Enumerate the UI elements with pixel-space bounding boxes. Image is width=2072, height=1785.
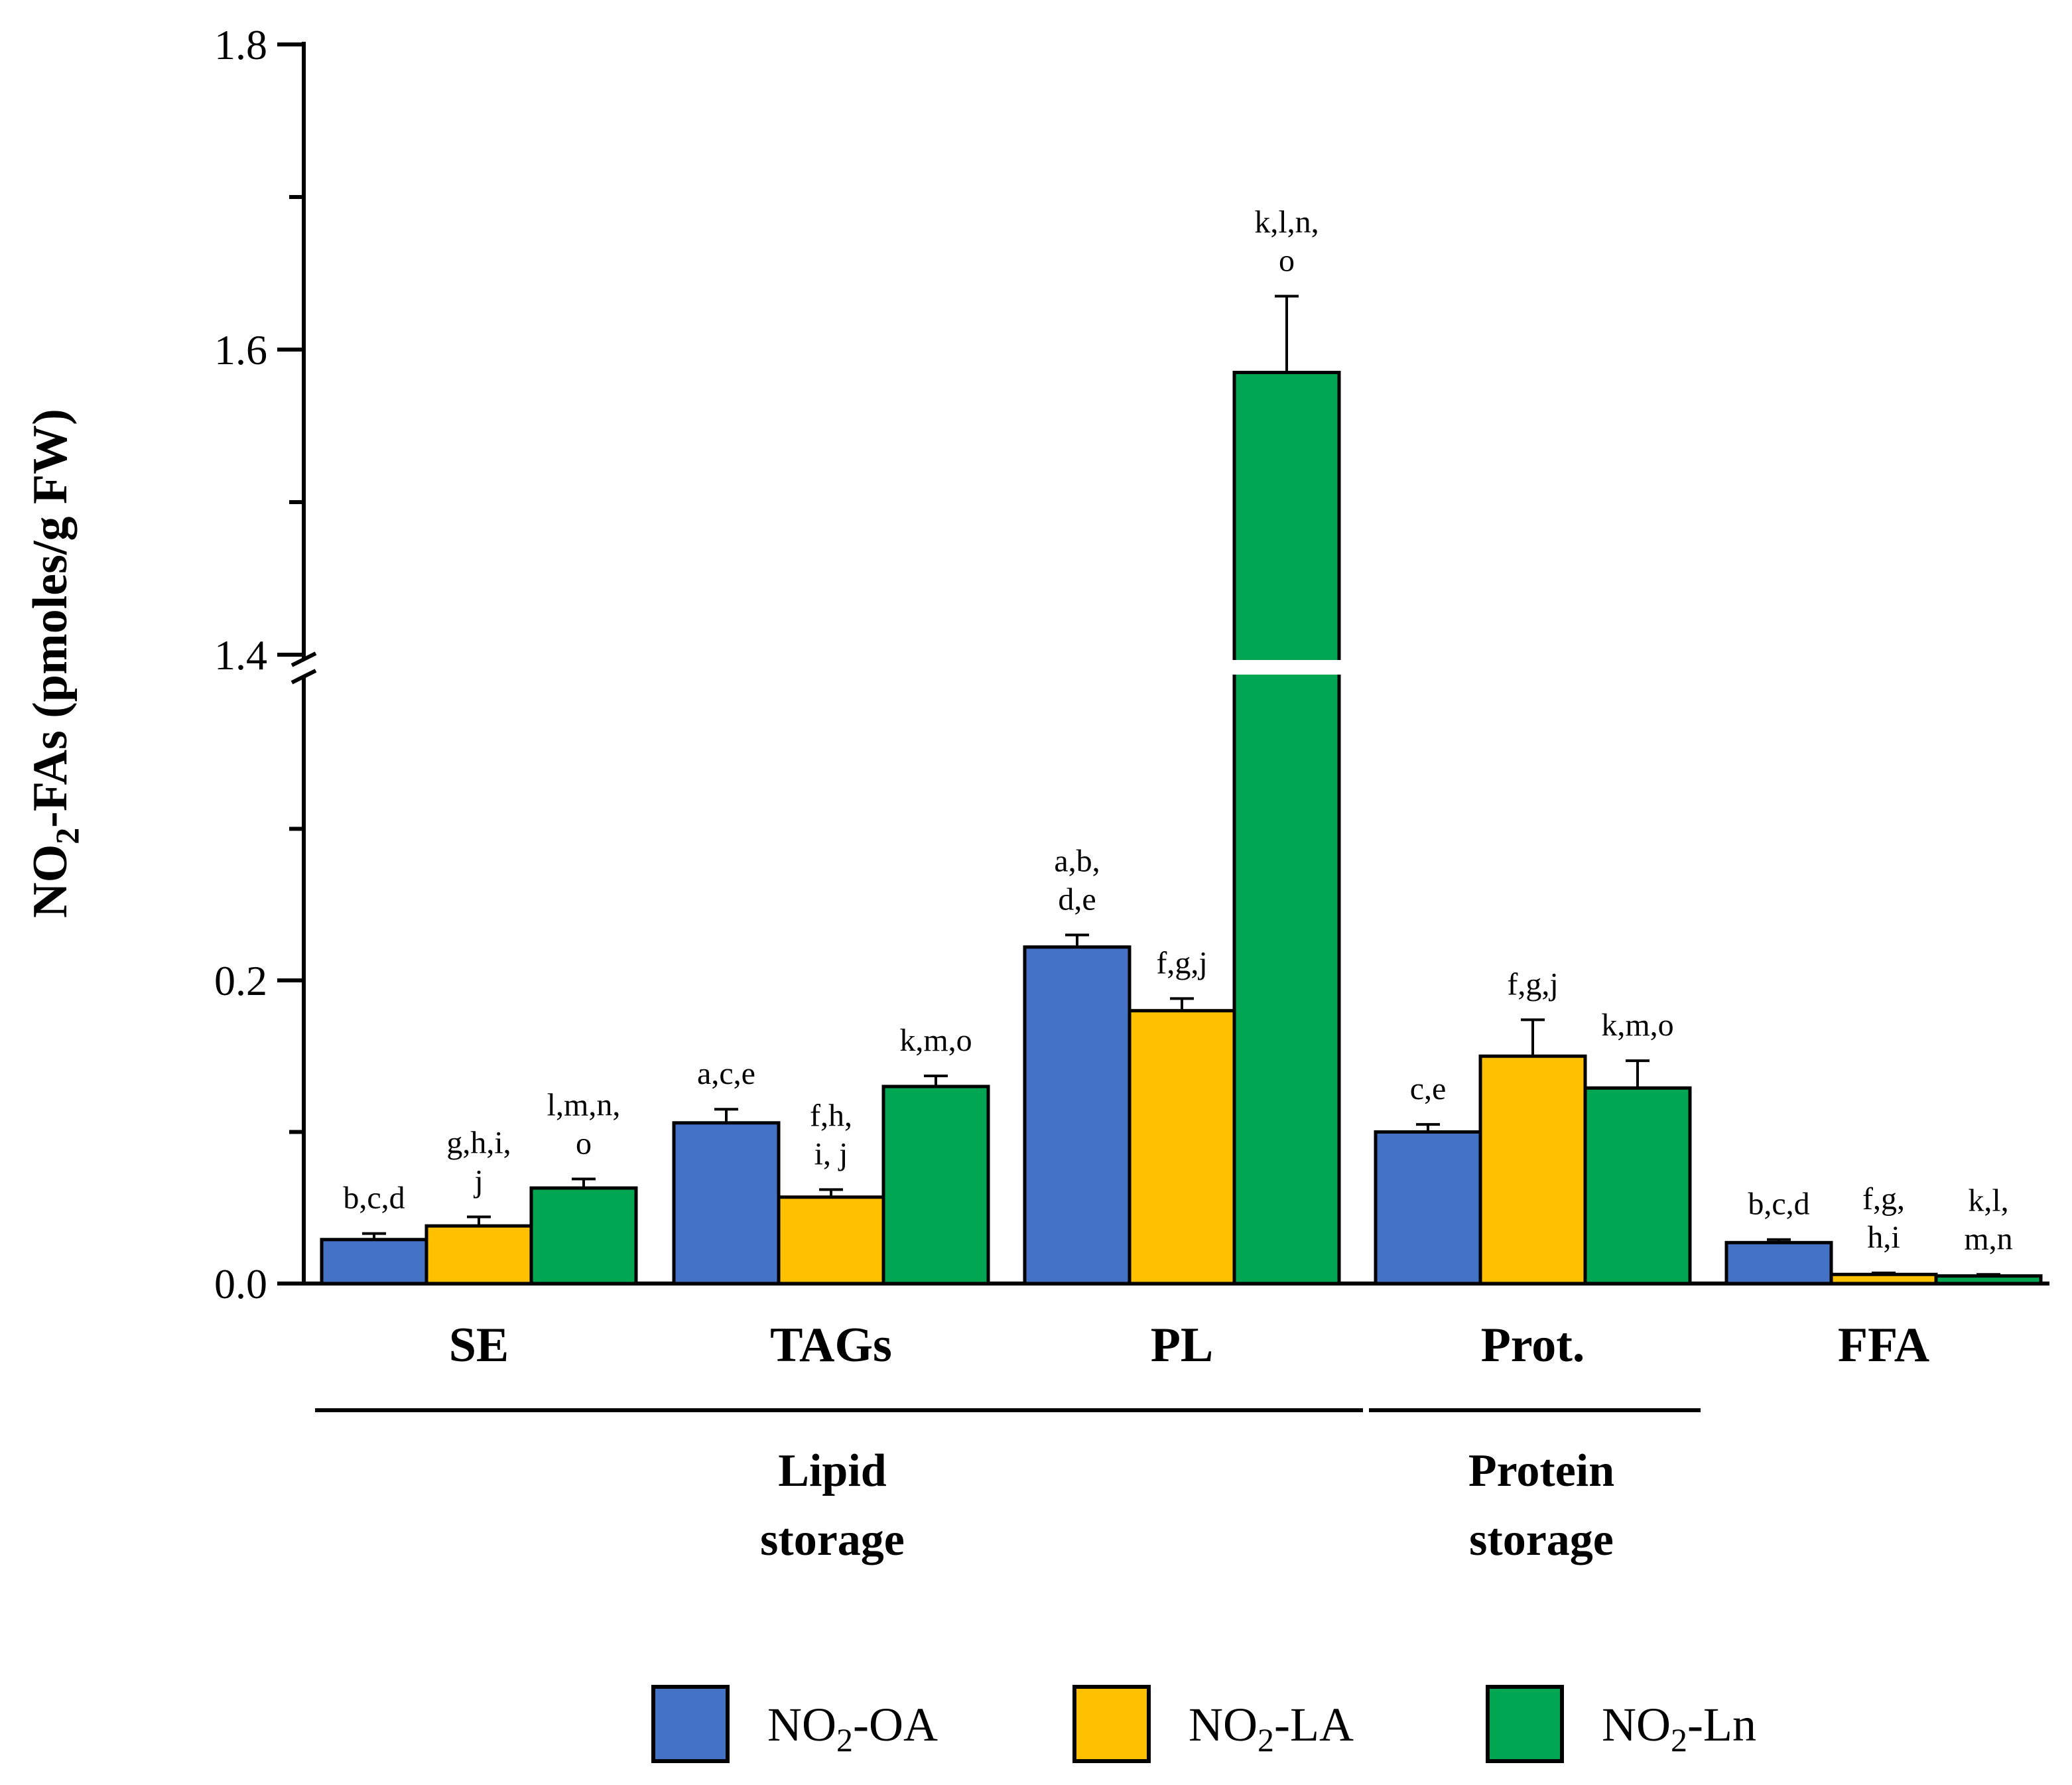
bar-tags-ln [881,1085,990,1286]
y-tick-label: 0.2 [214,957,267,1004]
significance-label: a,b, [1054,843,1100,878]
significance-label: o [1279,243,1295,279]
significance-label: f,g,j [1507,966,1558,1002]
bar-ffa-ln [1934,1274,2043,1286]
significance-label: d,e [1058,882,1096,917]
y-tick-label: 1.4 [214,631,267,679]
group-labels: Lipid storage Protein storage [315,1408,1701,1565]
significance-label: k,l, [1968,1183,2008,1218]
y-tick-label: 1.6 [214,326,267,373]
bar-se-la [424,1224,533,1286]
legend-label-la: NO2-LA [1189,1698,1354,1758]
category-labels: SE TAGs PL Prot. FFA [449,1318,1929,1372]
bar-prot-ln [1583,1086,1692,1286]
significance-label: h,i [1867,1220,1900,1255]
axis-break-mark [291,669,317,685]
significance-label: g,h,i, [446,1125,511,1160]
significance-label: a,c,e [697,1056,755,1091]
legend-swatch-oa [651,1685,730,1763]
legend-swatch-ln [1486,1685,1564,1763]
category-label-ffa: FFA [1838,1318,1929,1372]
significance-label: o [576,1126,592,1161]
bars [320,295,2043,1286]
significance-annotations: b,c,d g,h,i,j l,m,n, o a,c,e f,h,i, j k,m,o a,b… [343,205,2012,1257]
bar-pl-la [1128,1009,1236,1286]
bar-tags-la [777,1195,885,1286]
significance-label: j [473,1163,483,1199]
significance-label: f,g,j [1156,945,1207,980]
bar-ffa-oa [1724,1240,1833,1286]
bar-se-ln [529,1186,638,1286]
bar-se-oa [320,1238,428,1286]
significance-label: b,c,d [1748,1187,1809,1222]
bar-pl-oa [1023,945,1132,1286]
legend-label-oa: NO2-OA [767,1698,938,1758]
axis-break-mark [291,651,317,667]
category-label-tags: TAGs [770,1318,892,1372]
bar-pl-ln [1232,371,1341,1286]
group-label: storage [760,1514,905,1565]
significance-label: k,m,o [1601,1008,1673,1043]
category-label-pl: PL [1151,1318,1214,1372]
legend-label-ln: NO2-Ln [1602,1698,1756,1758]
bar-ffa-la [1829,1272,1938,1286]
significance-label: k,m,o [899,1023,972,1058]
legend: NO2-OA NO2-LA NO2-Ln [651,1685,1756,1763]
y-axis-title: NO2-FAs (pmoles/g FW) [23,409,86,918]
bar-prot-la [1478,1054,1587,1286]
significance-label: l,m,n, [547,1087,621,1122]
significance-label: b,c,d [343,1181,405,1216]
y-tick-label: 0.0 [214,1260,267,1307]
bar-tags-oa [672,1121,781,1286]
significance-label: f,h, [810,1098,852,1133]
significance-label: i, j [814,1136,848,1171]
significance-label: c,e [1410,1071,1447,1106]
significance-label: m,n [1964,1221,2012,1256]
group-label: Protein [1468,1445,1614,1496]
category-label-se: SE [449,1318,509,1372]
group-label: storage [1469,1514,1614,1565]
bar-prot-oa [1374,1130,1482,1286]
bar-break-gap [1232,660,1342,675]
y-tick-label: 1.8 [214,21,267,68]
significance-label: k,l,n, [1254,205,1319,240]
significance-label: f,g, [1862,1181,1905,1217]
category-label-prot: Prot. [1481,1318,1585,1372]
group-label: Lipid [778,1445,887,1496]
legend-swatch-la [1072,1685,1151,1763]
